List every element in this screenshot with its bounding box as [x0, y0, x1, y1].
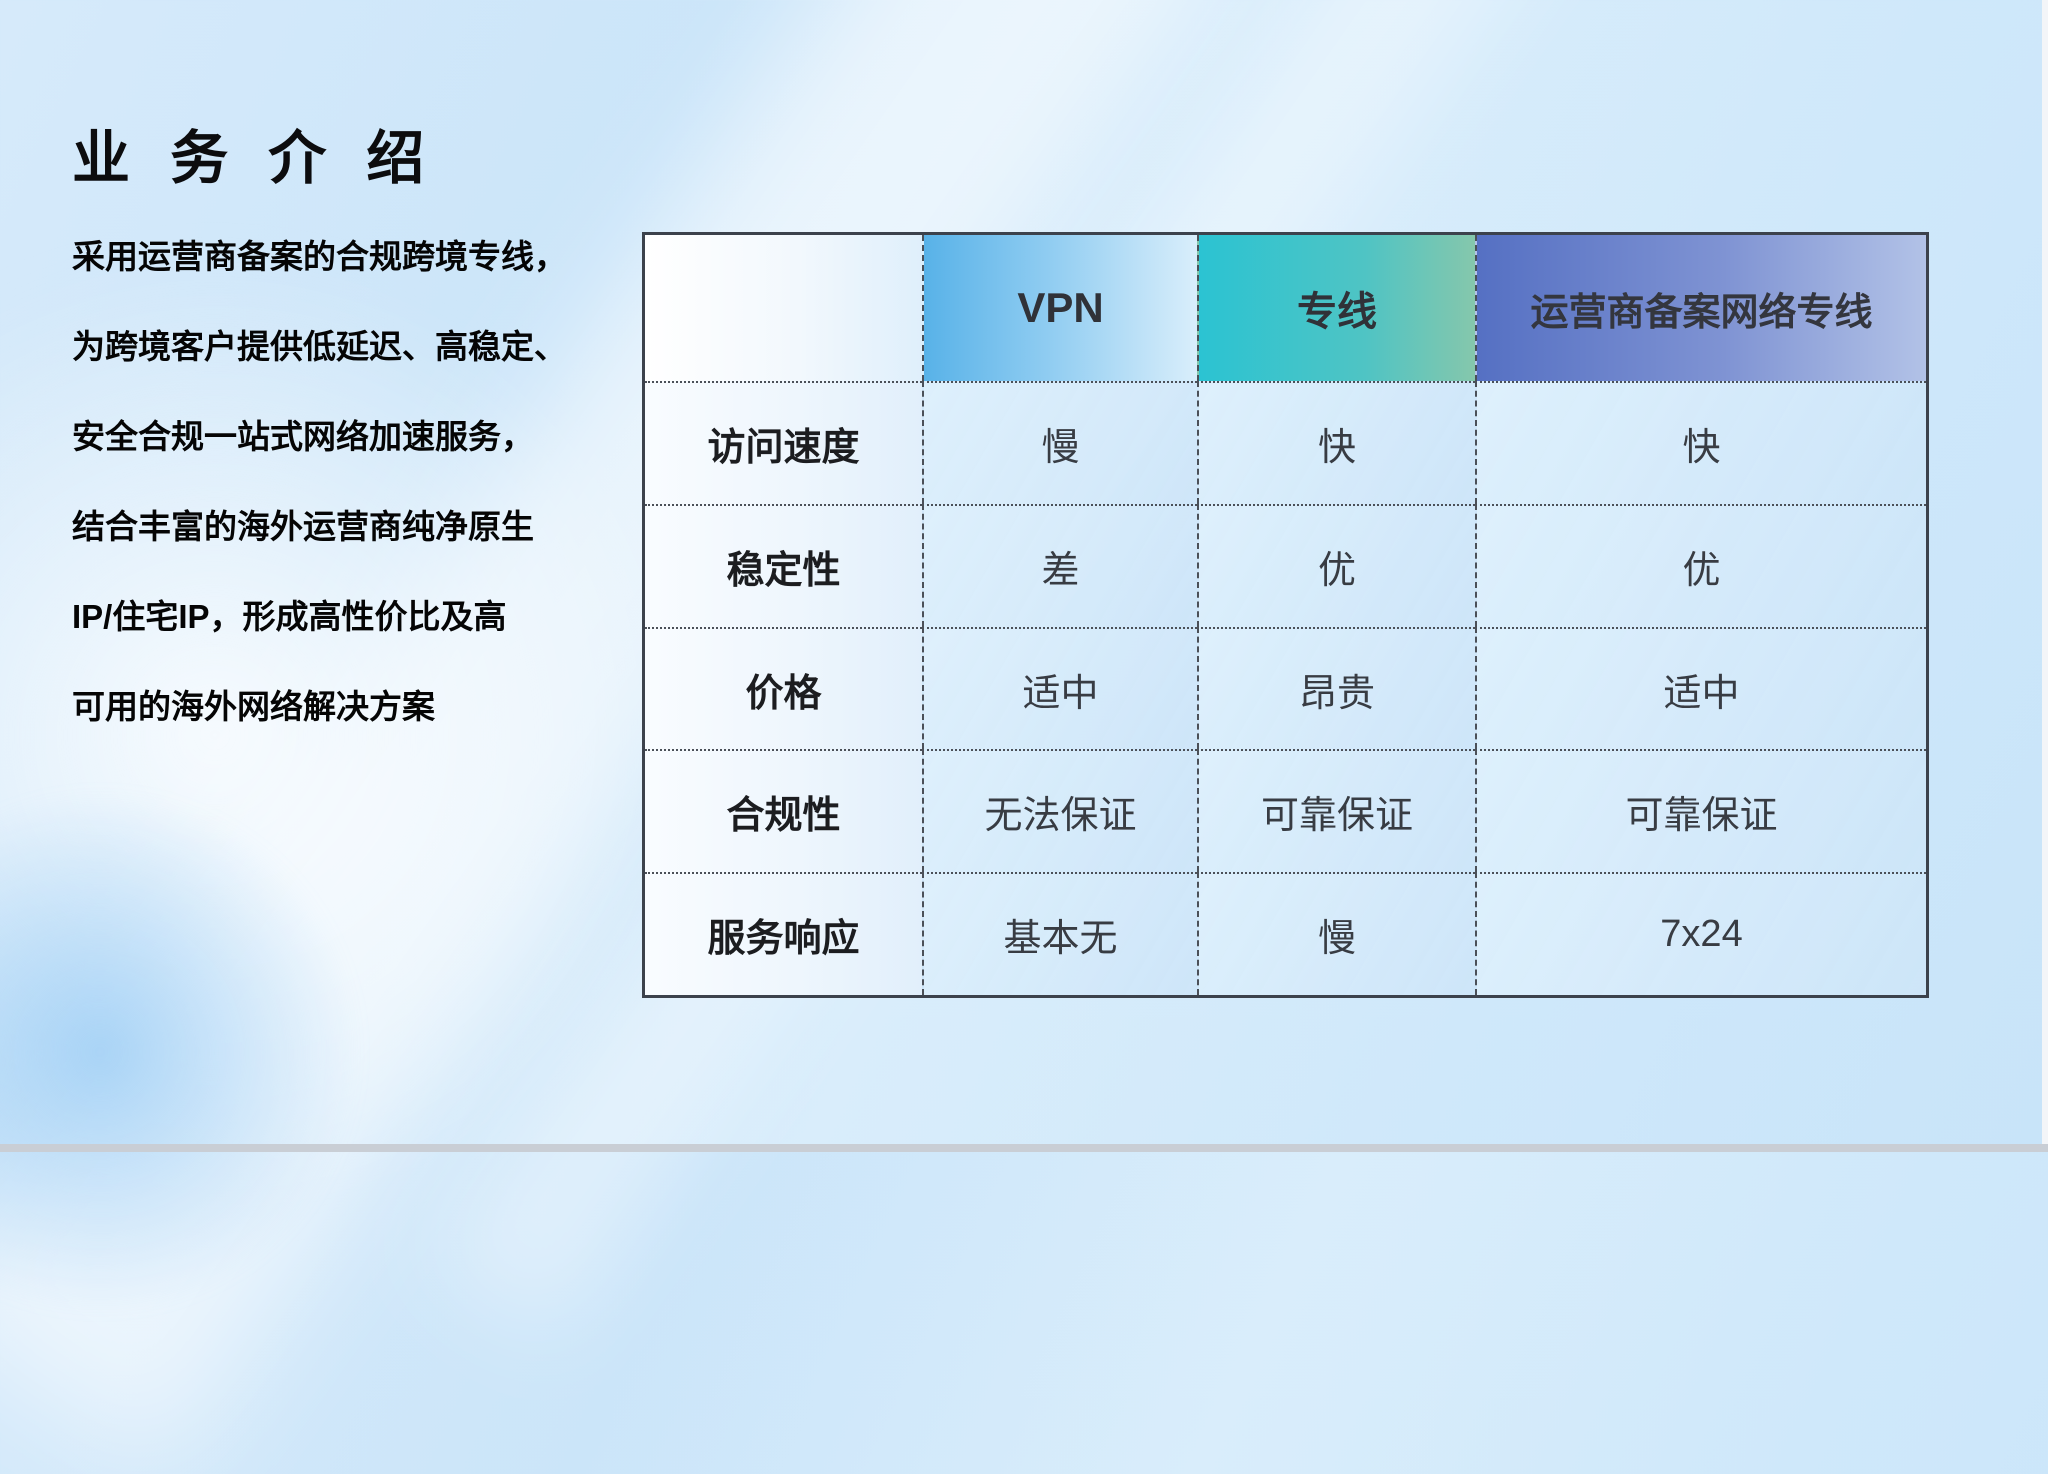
screen-bottom-edge — [0, 1144, 2048, 1152]
table-cell: 无法保证 — [922, 749, 1197, 872]
table-cell: 慢 — [1197, 872, 1475, 995]
intro-paragraph: 采用运营商备案的合规跨境专线， 为跨境客户提供低延迟、高稳定、 安全合规一站式网… — [72, 212, 642, 752]
row-label-service-response: 服务响应 — [645, 872, 922, 995]
table-cell: 昂贵 — [1197, 627, 1475, 749]
table-cell: 可靠保证 — [1197, 749, 1475, 872]
table-cell: 慢 — [922, 381, 1197, 504]
table-cell: 7x24 — [1475, 872, 1926, 995]
background-corner-accent — [0, 792, 360, 1312]
row-label-price: 价格 — [645, 627, 922, 749]
table-header-dedicated-line: 专线 — [1197, 235, 1475, 381]
table-cell: 适中 — [1475, 627, 1926, 749]
intro-line: 可用的海外网络解决方案 — [72, 688, 435, 725]
table-cell: 基本无 — [922, 872, 1197, 995]
page-title: 业 务 介 绍 — [72, 125, 437, 191]
intro-line: IP/住宅IP，形成高性价比及高 — [72, 598, 507, 635]
intro-line: 为跨境客户提供低延迟、高稳定、 — [72, 328, 567, 365]
screen-right-edge — [2042, 0, 2048, 1152]
intro-line: 结合丰富的海外运营商纯净原生 — [72, 508, 534, 545]
table-cell: 优 — [1197, 504, 1475, 627]
table-header-carrier-line: 运营商备案网络专线 — [1475, 235, 1926, 381]
table-cell: 差 — [922, 504, 1197, 627]
intro-line: 采用运营商备案的合规跨境专线， — [72, 238, 567, 275]
comparison-table: VPN 专线 运营商备案网络专线 访问速度 慢 快 快 稳定性 差 优 优 价格… — [642, 232, 1929, 998]
table-cell: 适中 — [922, 627, 1197, 749]
row-label-access-speed: 访问速度 — [645, 381, 922, 504]
table-cell: 可靠保证 — [1475, 749, 1926, 872]
row-label-stability: 稳定性 — [645, 504, 922, 627]
table-cell: 快 — [1475, 381, 1926, 504]
table-header-empty — [645, 235, 922, 381]
row-label-compliance: 合规性 — [645, 749, 922, 872]
intro-line: 安全合规一站式网络加速服务， — [72, 418, 534, 455]
table-cell: 快 — [1197, 381, 1475, 504]
table-header-vpn: VPN — [922, 235, 1197, 381]
table-cell: 优 — [1475, 504, 1926, 627]
